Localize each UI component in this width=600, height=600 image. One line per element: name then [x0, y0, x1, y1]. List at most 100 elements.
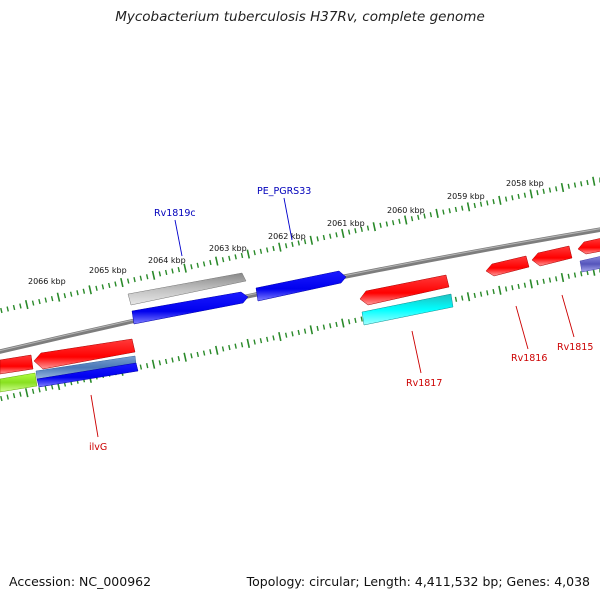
gene-arrow[interactable]: [127, 272, 247, 306]
tick-mark: [410, 216, 414, 222]
tick-mark: [196, 262, 200, 268]
tick-mark: [151, 270, 156, 280]
tick-ring-upper: [0, 176, 600, 314]
gene-arrow[interactable]: [577, 238, 600, 255]
tick-mark: [38, 387, 41, 393]
gene-label-rv1817[interactable]: Rv1817: [406, 378, 442, 389]
tick-mark: [297, 240, 300, 246]
gene-label-ilvg[interactable]: ilvG: [89, 442, 107, 453]
genes-forward-strand: [0, 238, 600, 375]
gene-arrow[interactable]: [361, 293, 454, 326]
gene-arrow[interactable]: [0, 354, 34, 375]
gene-label-rv1815[interactable]: Rv1815: [557, 342, 593, 353]
tick-mark: [284, 243, 288, 249]
gene-arrow[interactable]: [485, 255, 530, 277]
tick-mark: [158, 360, 162, 366]
leader-line: [411, 330, 422, 374]
tick-mark: [372, 222, 377, 232]
tick-mark: [486, 200, 489, 206]
tick-mark: [316, 236, 319, 242]
gene-arrow[interactable]: [131, 291, 249, 325]
tick-mark: [529, 279, 533, 289]
tick-mark: [88, 285, 92, 295]
tick-mark: [183, 352, 187, 362]
tick-mark: [486, 290, 489, 296]
gene-arrow[interactable]: [33, 338, 136, 370]
tick-mark: [234, 343, 237, 349]
tick-mark: [190, 353, 193, 359]
tick-mark: [504, 196, 508, 202]
tick-mark: [50, 296, 54, 302]
tick-mark: [529, 189, 533, 199]
tick-label: 2065 kbp: [89, 266, 127, 275]
tick-mark: [291, 241, 294, 247]
tick-mark: [341, 318, 345, 328]
tick-labels: 2058 kbp 2059 kbp 2060 kbp 2061 kbp 2062…: [28, 179, 544, 286]
tick-mark: [272, 245, 275, 252]
tick-mark: [214, 345, 219, 355]
tick-mark: [221, 346, 225, 352]
tick-mark: [133, 277, 136, 283]
tick-mark: [555, 276, 558, 282]
tick-mark: [177, 356, 181, 362]
tick-mark: [391, 220, 395, 226]
tick-mark: [329, 233, 332, 239]
tick-mark: [145, 363, 149, 369]
tick-mark: [196, 351, 199, 358]
tick-mark: [246, 249, 251, 259]
tick-mark: [120, 277, 124, 288]
tick-mark: [0, 395, 3, 402]
tick-mark: [523, 282, 527, 288]
tick-mark: [417, 214, 420, 220]
tick-mark: [322, 324, 326, 330]
gene-arrow[interactable]: [359, 274, 450, 306]
tick-label: 2059 kbp: [447, 192, 485, 201]
tick-mark: [12, 393, 16, 399]
tick-mark: [473, 202, 476, 209]
gene-arrow[interactable]: [0, 372, 38, 393]
tick-mark: [259, 248, 263, 254]
tick-mark: [423, 213, 426, 219]
tick-mark: [139, 364, 143, 370]
tick-mark: [517, 193, 520, 200]
gene-arrow[interactable]: [36, 362, 139, 388]
tick-mark: [341, 228, 345, 239]
tick-mark: [560, 182, 565, 193]
tick-mark: [63, 293, 67, 299]
tick-mark: [309, 235, 314, 245]
gene-arrow[interactable]: [531, 245, 573, 267]
gene-arrow[interactable]: [579, 256, 600, 273]
genes-reverse-strand: [0, 256, 600, 393]
tick-mark: [164, 358, 168, 365]
tick-mark: [548, 277, 552, 283]
tick-mark: [473, 292, 476, 299]
tick-mark: [44, 385, 48, 391]
gene-arrow[interactable]: [255, 270, 347, 302]
tick-mark: [12, 304, 16, 311]
tick-label: 2058 kbp: [506, 179, 544, 188]
tick-mark: [31, 388, 35, 394]
tick-label: 2060 kbp: [387, 206, 425, 215]
tick-mark: [291, 331, 294, 337]
tick-mark: [398, 218, 401, 224]
tick-mark: [354, 228, 357, 234]
tick-label: 2062 kbp: [268, 232, 306, 241]
tick-mark: [379, 222, 382, 228]
tick-mark: [221, 257, 225, 263]
tick-mark: [536, 190, 539, 196]
tick-mark: [246, 338, 251, 348]
tick-mark: [442, 209, 445, 215]
tick-mark: [542, 278, 545, 284]
gene-label-rv1816[interactable]: Rv1816: [511, 353, 547, 364]
tick-mark: [126, 278, 130, 284]
tick-mark: [253, 339, 256, 345]
tick-mark: [101, 284, 105, 290]
gene-label-rv1819c[interactable]: Rv1819c: [154, 208, 196, 219]
leader-line: [283, 197, 293, 241]
tick-mark: [466, 202, 471, 212]
tick-mark: [228, 255, 231, 261]
tick-mark: [278, 242, 282, 252]
tick-mark: [329, 323, 332, 329]
tick-mark: [24, 388, 29, 398]
gene-label-pe-pgrs33[interactable]: PE_PGRS33: [257, 186, 311, 197]
